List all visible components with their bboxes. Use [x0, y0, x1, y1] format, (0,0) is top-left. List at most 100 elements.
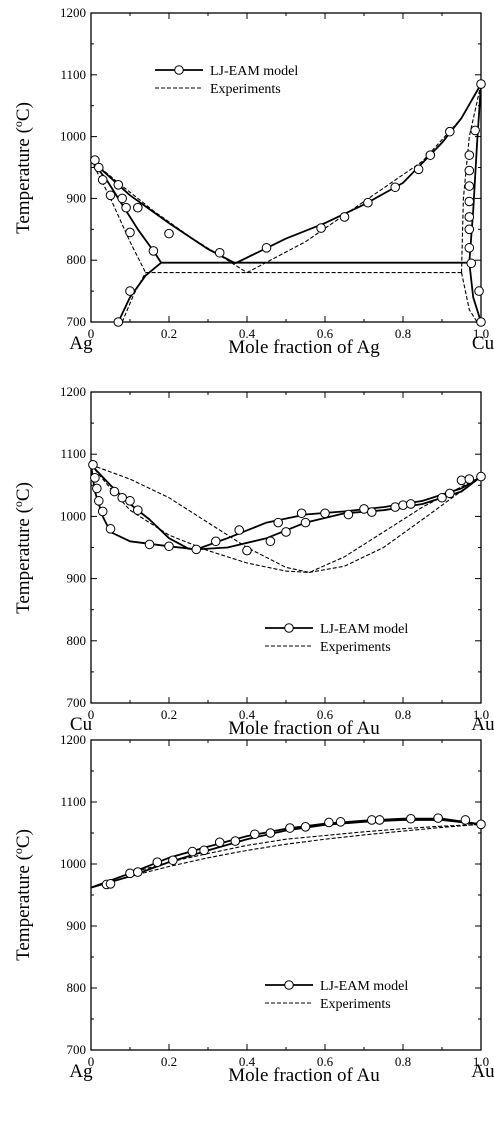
chart-panel-2: 700 800 900 1000 1100 1200 0 0.2 0.4 0.6 0.8 1.0 Cu A… — [11, 384, 494, 739]
y-tick-label: 1000 — [60, 508, 86, 523]
y-tick-label: 700 — [67, 1042, 87, 1057]
lj-eam-model-curve — [117, 262, 162, 322]
lj-eam-model-marker — [90, 155, 100, 165]
lj-eam-model-marker — [113, 317, 124, 327]
x-tick-label: 0.2 — [161, 1054, 177, 1069]
lj-eam-model-marker — [476, 79, 486, 89]
x-tick-label: 0.6 — [317, 326, 334, 341]
lj-eam-model-curve — [468, 262, 481, 322]
lj-eam-model-marker — [168, 855, 178, 866]
y-tick-label: 700 — [67, 314, 87, 329]
lj-eam-model-marker — [144, 539, 155, 550]
lj-eam-model-marker — [109, 486, 120, 497]
lj-eam-model-marker — [445, 488, 455, 499]
lj-eam-model-marker — [320, 508, 330, 519]
y-axis-title-text: Temperature ( — [13, 127, 34, 234]
y-tick-label: 900 — [67, 571, 87, 586]
y-tick-label: 1100 — [60, 794, 86, 809]
lj-eam-model-curve — [91, 464, 197, 551]
lj-eam-model-marker — [296, 508, 307, 519]
endpoint-label-right: Cu — [472, 333, 494, 354]
lj-eam-model-marker — [133, 867, 143, 877]
y-axis-title-text: Temperature ( — [13, 507, 34, 614]
y-tick-label: 1000 — [60, 856, 86, 871]
y-tick-label: 900 — [67, 190, 87, 205]
lj-eam-model-marker — [390, 182, 401, 193]
lj-eam-model-marker — [105, 524, 116, 534]
lj-eam-model-marker — [363, 197, 373, 208]
x-tick-label: 0.4 — [239, 1054, 256, 1069]
x-axis-title: Mole fraction of Au — [228, 718, 380, 739]
experiments-curve — [91, 823, 481, 889]
lj-eam-model-marker — [125, 286, 135, 296]
lj-eam-model-marker — [324, 817, 334, 828]
lj-eam-model-marker — [464, 196, 475, 207]
lj-eam-model-marker — [273, 517, 284, 528]
y-axis-title-unit: C) — [13, 829, 34, 848]
y-tick-label: 700 — [67, 695, 87, 710]
x-tick-label: 0 — [88, 1054, 95, 1069]
y-tick-label: 900 — [67, 918, 87, 933]
endpoint-label-left: Ag — [69, 1061, 93, 1082]
legend-label-experiments: Experiments — [320, 997, 391, 1012]
y-axis-title: Temperature (oC) — [11, 829, 34, 961]
y-tick-label: 800 — [67, 980, 87, 995]
lj-eam-model-marker — [464, 150, 475, 160]
lj-eam-model-curve — [91, 464, 197, 551]
legend-label-model: LJ-EAM model — [320, 622, 408, 637]
y-tick-label: 1100 — [60, 446, 86, 461]
y-axis-title-unit: C) — [13, 102, 34, 121]
legend-marker-model — [284, 623, 294, 633]
lj-eam-model-marker — [464, 474, 475, 484]
lj-eam-model-marker — [97, 175, 108, 185]
lj-eam-model-curve — [468, 84, 481, 263]
lj-eam-model-marker — [343, 509, 354, 520]
lj-eam-model-marker — [374, 815, 385, 825]
x-tick-label: 0 — [88, 707, 95, 722]
lj-eam-model-marker — [152, 857, 163, 867]
chart-panel-3: 700 800 900 1000 1100 1200 0 0.2 0.4 0.6 0.8 1.0 Ag A… — [11, 732, 494, 1086]
lj-eam-model-marker — [464, 165, 475, 176]
legend-marker-model — [174, 65, 184, 75]
lj-eam-model-marker — [390, 502, 401, 512]
x-tick-label: 0.4 — [239, 707, 256, 722]
lj-eam-model-marker — [300, 822, 311, 832]
x-axis-title: Mole fraction of Au — [228, 1065, 380, 1086]
legend: LJ-EAM model Experiments — [265, 622, 408, 655]
lj-eam-model-marker — [476, 819, 486, 830]
x-tick-label: 0.4 — [239, 326, 256, 341]
lj-eam-model-marker — [406, 499, 416, 509]
lj-eam-model-marker — [125, 496, 135, 506]
lj-eam-model-marker — [281, 527, 291, 537]
x-tick-label: 1.0 — [473, 1054, 489, 1069]
x-tick-label: 0.8 — [395, 707, 411, 722]
lj-eam-model-marker — [265, 828, 276, 838]
endpoint-label-right: Au — [471, 1061, 494, 1082]
lj-eam-model-marker — [214, 837, 225, 848]
lj-eam-model-marker — [121, 202, 131, 213]
experiments-curve — [91, 823, 481, 889]
lj-eam-model-marker — [476, 317, 486, 327]
y-axis-title: Temperature (oC) — [11, 102, 34, 234]
y-tick-label: 1200 — [60, 732, 86, 747]
lj-eam-model-marker — [113, 180, 124, 190]
lj-eam-model-marker — [125, 227, 135, 238]
lj-eam-model-marker — [242, 545, 252, 556]
lj-eam-model-marker — [476, 471, 486, 482]
lj-eam-model-marker — [94, 496, 104, 506]
lj-eam-model-marker — [211, 536, 221, 547]
experiments-curve — [121, 272, 147, 322]
y-axis-title-text: Temperature ( — [13, 854, 34, 961]
lj-eam-model-marker — [464, 243, 475, 253]
y-tick-label: 1200 — [60, 5, 86, 20]
lj-eam-model-marker — [339, 212, 350, 222]
lj-eam-model-marker — [413, 164, 424, 175]
lj-eam-model-marker — [474, 286, 484, 296]
lj-eam-model-curve — [234, 83, 481, 265]
lj-eam-model-marker — [133, 505, 143, 515]
x-tick-label: 0.8 — [395, 326, 411, 341]
lj-eam-model-marker — [105, 190, 116, 201]
lj-eam-model-curve — [196, 475, 481, 551]
lj-eam-model-marker — [234, 525, 244, 535]
